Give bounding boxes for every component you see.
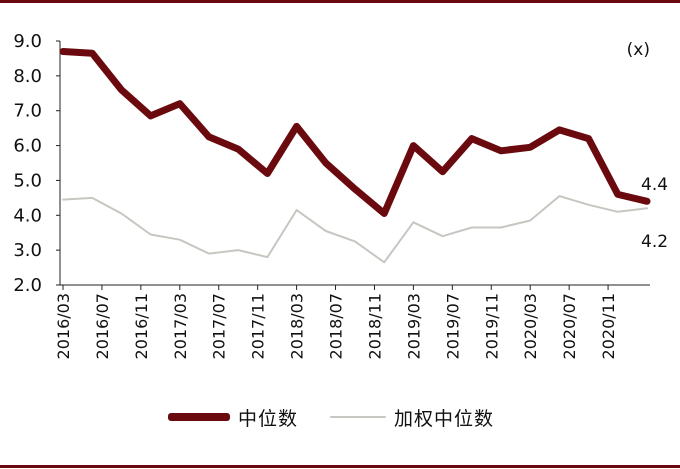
legend-swatch-median (168, 413, 230, 421)
y-tick-label: 5.0 (13, 170, 42, 191)
legend-label-weighted-median: 加权中位数 (394, 407, 495, 430)
end-label-weighted-median: 4.2 (641, 232, 668, 252)
end-label-median: 4.4 (641, 175, 668, 195)
y-tick-label: 2.0 (13, 275, 42, 296)
x-tick-label: 2019/07 (443, 293, 462, 359)
x-tick-label: 2020/07 (560, 293, 579, 359)
x-tick-label: 2016/07 (93, 293, 112, 359)
x-tick-label: 2018/11 (365, 293, 384, 359)
x-tick-label: 2018/07 (327, 293, 346, 359)
y-tick-label: 9.0 (13, 31, 42, 52)
line-chart: 2.0 3.0 4.0 5.0 6.0 7.0 8.0 9.0 2016/03 2016/07 20… (13, 31, 668, 359)
x-tick-label: 2017/03 (171, 293, 190, 359)
bottom-rule (0, 465, 680, 468)
x-tick-label: 2020/11 (599, 293, 618, 359)
x-tick-label: 2016/11 (132, 293, 151, 359)
x-tick-label: 2020/03 (521, 293, 540, 359)
x-tick-label: 2018/03 (288, 293, 307, 359)
x-tick-label: 2017/07 (210, 293, 229, 359)
legend: 中位数 加权中位数 (0, 400, 680, 434)
top-rule (0, 0, 680, 3)
series-line-weighted-median (62, 195, 648, 264)
y-tick-label: 6.0 (13, 136, 42, 157)
unit-label: (x) (627, 40, 650, 60)
x-tick-label: 2019/11 (482, 293, 501, 359)
y-tick-label: 3.0 (13, 240, 42, 261)
legend-swatch-weighted-median (330, 416, 386, 418)
legend-label-median: 中位数 (238, 407, 299, 430)
x-tick-label: 2017/11 (249, 293, 268, 359)
x-tick-label: 2019/03 (404, 293, 423, 359)
legend-item-median: 中位数 (168, 400, 298, 434)
y-tick-label: 8.0 (13, 66, 42, 87)
series-line-median (59, 48, 651, 217)
x-tick-label: 2016/03 (54, 293, 73, 359)
legend-item-weighted-median: 加权中位数 (330, 400, 494, 434)
y-tick-label: 7.0 (13, 101, 42, 122)
y-tick-label: 4.0 (13, 205, 42, 226)
